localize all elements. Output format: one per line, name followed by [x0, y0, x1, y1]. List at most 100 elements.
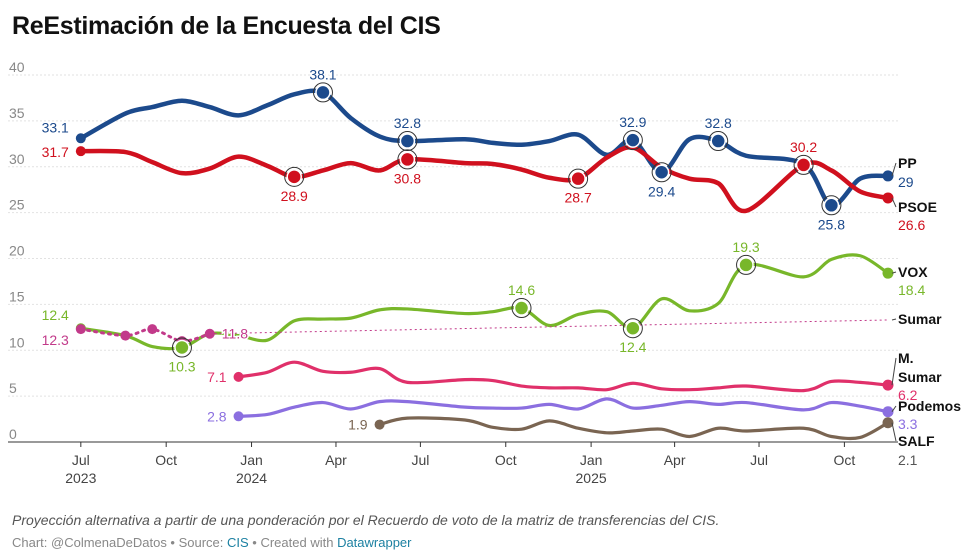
data-point-sumar	[147, 324, 158, 335]
data-point-psoe	[882, 192, 894, 204]
end-name-sumar: Sumar	[898, 311, 942, 327]
data-label-pp: 29.4	[648, 183, 675, 199]
end-connector-sumar	[891, 318, 897, 321]
end-connector-m-sumar	[891, 357, 897, 386]
data-point-podemos	[233, 411, 244, 422]
data-label-podemos: 2.8	[207, 408, 227, 424]
end-connector-vox	[891, 271, 897, 274]
highlight-ring-vox	[511, 298, 532, 319]
highlight-point-psoe	[399, 151, 416, 168]
data-point-m-sumar	[233, 371, 244, 382]
data-labels: 33.1 38.1 32.8 32.9 29.4 32.8 25.8 31.7 28.9 30.8…	[40, 65, 847, 434]
data-label-psoe: 28.9	[281, 188, 308, 204]
series-line-salf	[377, 416, 890, 441]
end-connector-salf	[891, 422, 897, 442]
data-label-pp: 32.8	[394, 115, 421, 131]
x-tick-label: Oct	[834, 452, 856, 468]
highlight-point-pp	[710, 133, 726, 149]
highlight-point-pp	[823, 197, 840, 214]
end-connector-podemos	[891, 405, 897, 413]
source-link[interactable]: CIS	[227, 535, 249, 550]
datawrapper-link[interactable]: Datawrapper	[337, 535, 412, 550]
y-tick-label: 35	[9, 105, 25, 121]
data-point-pp	[882, 170, 894, 182]
end-name-vox: VOX	[898, 264, 928, 280]
end-value-psoe: 26.6	[898, 217, 925, 233]
end-labels: PP 29 PSOE 26.6 VOX 18.4 Sumar M. Sumar 6.2Podemo…	[891, 155, 961, 468]
data-label-vox: 19.3	[732, 239, 759, 255]
series-line-podemos	[236, 397, 890, 418]
highlight-ring-psoe	[284, 166, 305, 187]
created-text: • Created with	[248, 535, 338, 550]
x-tick-year: 2023	[65, 470, 96, 486]
highlight-point-psoe	[795, 157, 812, 173]
highlight-ring-pp	[622, 130, 643, 151]
y-tick-label: 30	[9, 151, 25, 167]
x-tick-label: Oct	[495, 452, 517, 468]
series-trend-sumar	[209, 319, 889, 335]
end-value-vox: 18.4	[898, 282, 925, 298]
x-tick-year: 2025	[576, 470, 607, 486]
data-points	[75, 82, 894, 430]
end-name-podemos: Podemos	[898, 398, 961, 414]
end-connector-pp	[891, 162, 897, 177]
series-line-m-sumar	[236, 360, 890, 393]
x-tick-label: Jul	[72, 452, 90, 468]
highlight-ring-vox	[622, 318, 643, 339]
data-point-m-sumar	[882, 379, 894, 391]
highlight-point-pp	[315, 84, 331, 101]
end-name-m-sumar: Sumar	[898, 369, 942, 385]
data-point-salf	[374, 419, 385, 430]
end-value-m-sumar: 6.2	[898, 387, 918, 403]
data-label-salf: 1.9	[348, 417, 368, 433]
data-point-psoe	[75, 146, 86, 157]
end-name-pp: PP	[898, 155, 917, 171]
data-label-psoe: 28.7	[564, 190, 591, 206]
data-label-m-sumar: 7.1	[207, 369, 227, 385]
data-label-vox: 12.4	[42, 307, 69, 323]
data-label-vox: 10.3	[168, 358, 195, 374]
end-value-salf: 2.1	[898, 452, 918, 468]
highlight-ring-vox	[171, 337, 192, 358]
x-tick-label: Jan	[580, 452, 603, 468]
series-line-pp	[78, 88, 891, 208]
highlight-ring-pp	[312, 82, 333, 103]
y-tick-label: 15	[9, 288, 25, 304]
data-label-pp: 38.1	[309, 66, 336, 82]
highlight-point-pp	[625, 132, 641, 148]
end-name-m-sumar: M.	[898, 350, 914, 366]
end-value-pp: 29	[898, 174, 914, 190]
data-point-sumar	[204, 328, 215, 339]
chart-footer: Chart: @ColmenaDeDatos • Source: CIS • C…	[12, 535, 412, 550]
highlight-ring-psoe	[793, 154, 814, 175]
highlight-ring-pp	[821, 195, 842, 216]
highlight-ring-pp	[397, 131, 418, 152]
end-value-podemos: 3.3	[898, 416, 918, 432]
series-line-psoe	[78, 145, 891, 214]
y-tick-label: 40	[9, 59, 25, 75]
x-tick-year: 2024	[236, 470, 267, 486]
x-tick-label: Jul	[411, 452, 429, 468]
y-tick-label: 25	[9, 197, 25, 213]
y-tick-label: 10	[9, 334, 25, 350]
data-label-pp: 25.8	[818, 216, 845, 232]
highlight-ring-psoe	[568, 168, 589, 189]
series-line-vox	[79, 253, 890, 351]
chart-note: Proyección alternativa a partir de una p…	[12, 512, 720, 528]
end-name-psoe: PSOE	[898, 199, 937, 215]
highlight-ring-vox	[736, 254, 757, 275]
end-connector-psoe	[891, 197, 897, 208]
data-label-psoe: 30.8	[394, 170, 421, 186]
highlight-point-vox	[174, 339, 190, 356]
highlight-ring-pp	[651, 162, 672, 183]
data-point-pp	[75, 133, 86, 144]
data-label-psoe: 31.7	[42, 144, 69, 160]
data-label-psoe: 30.2	[790, 139, 817, 155]
data-point-sumar	[120, 330, 131, 341]
data-point-vox	[882, 267, 894, 279]
chart-title: ReEstimación de la Encuesta del CIS	[12, 12, 441, 40]
highlight-point-psoe	[570, 170, 586, 187]
highlight-point-vox	[625, 320, 641, 336]
